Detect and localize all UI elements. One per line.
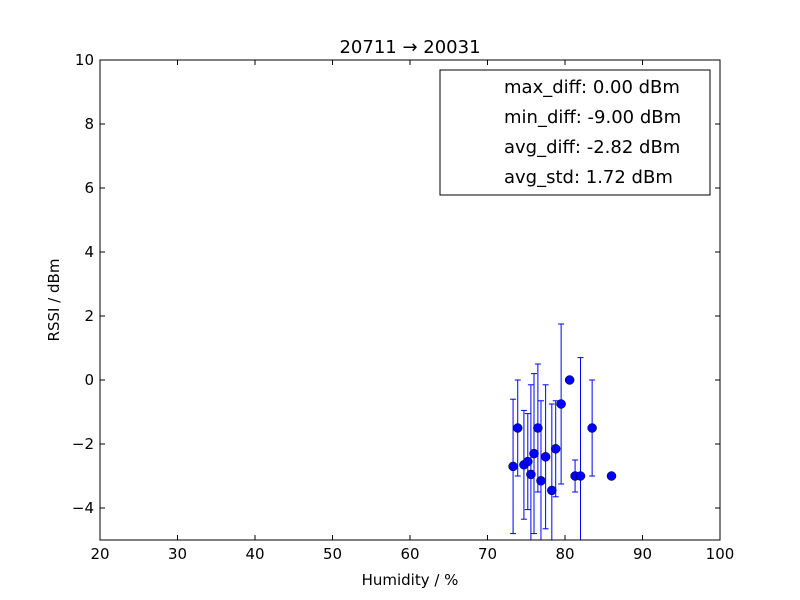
marker <box>529 448 539 459</box>
marker <box>547 485 557 496</box>
y-tick-label: 8 <box>84 115 94 133</box>
marker <box>523 456 533 467</box>
marker <box>556 399 566 409</box>
x-tick-label: 70 <box>478 545 497 563</box>
x-tick-label: 50 <box>323 545 342 563</box>
y-tick-label: 2 <box>84 307 94 325</box>
marker <box>575 471 586 481</box>
y-tick-label: 0 <box>84 371 94 389</box>
axis-ticks: 20 30 40 50 60 70 80 90 100 −4 −2 0 2 4 6 8 10 <box>72 51 734 563</box>
x-tick-label: 100 <box>706 545 735 563</box>
marker <box>606 471 617 481</box>
x-tick-label: 80 <box>555 545 574 563</box>
data-point-3 <box>523 413 533 511</box>
x-tick-label: 60 <box>400 545 419 563</box>
data-point-11 <box>556 323 566 485</box>
y-tick-label: 6 <box>84 179 94 197</box>
data-point-6 <box>533 363 543 493</box>
data-point-16 <box>606 471 617 481</box>
x-tick-label: 20 <box>90 545 109 563</box>
legend-entry-avg-diff: avg_diff: -2.82 dBm <box>504 137 680 158</box>
marker <box>536 476 546 486</box>
data-point-8 <box>540 384 551 530</box>
data-point-10 <box>550 400 561 498</box>
x-tick-label: 90 <box>633 545 652 563</box>
y-tick-label: 10 <box>75 51 94 69</box>
data-point-0 <box>508 398 518 535</box>
marker <box>533 423 543 433</box>
legend-entry-avg-std: avg_std: 1.72 dBm <box>504 167 673 188</box>
data-point-9 <box>547 403 557 540</box>
legend-entry-min-diff: min_diff: -9.00 dBm <box>504 107 681 128</box>
data-point-15 <box>587 379 597 477</box>
legend: max_diff: 0.00 dBm min_diff: -9.00 dBm a… <box>439 69 711 196</box>
marker <box>526 469 536 480</box>
marker <box>564 375 575 385</box>
marker <box>550 444 561 454</box>
data-point-4 <box>526 384 536 540</box>
y-tick-label: −4 <box>72 499 94 517</box>
legend-entry-max-diff: max_diff: 0.00 dBm <box>504 77 680 98</box>
data-point-1 <box>512 379 523 477</box>
marker <box>508 461 518 472</box>
marker <box>512 423 523 433</box>
data-point-14 <box>575 357 586 540</box>
data-point-12 <box>564 375 575 385</box>
marker <box>540 452 551 462</box>
x-tick-label: 40 <box>245 545 264 563</box>
y-axis-label: RSSI / dBm <box>45 259 63 342</box>
plot-area <box>508 323 617 540</box>
marker <box>587 423 597 433</box>
x-tick-label: 30 <box>168 545 187 563</box>
y-tick-label: 4 <box>84 243 94 261</box>
x-axis-label: Humidity / % <box>362 571 459 589</box>
chart-title: 20711 → 20031 <box>339 37 480 58</box>
y-tick-label: −2 <box>72 435 94 453</box>
data-point-5 <box>529 373 539 535</box>
data-point-7 <box>536 400 546 540</box>
legend-box <box>439 69 711 196</box>
